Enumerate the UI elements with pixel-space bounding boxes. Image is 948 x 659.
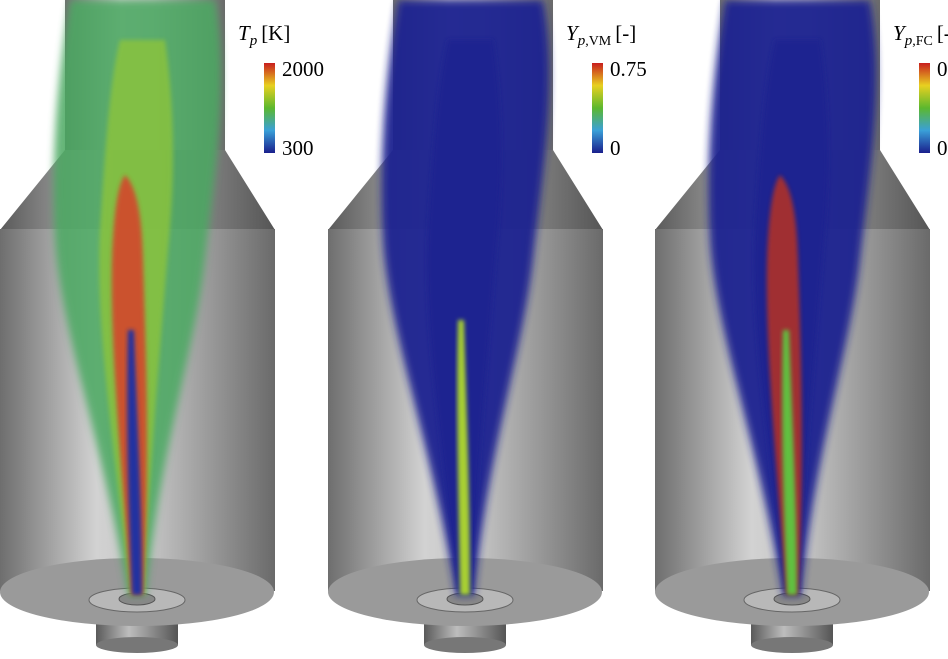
burner-stub-bottom xyxy=(424,637,506,653)
colorbar-min: 0 xyxy=(937,136,948,160)
colorbar xyxy=(919,63,930,153)
subscript-suffix: ,VM xyxy=(585,34,612,49)
burner-stub-bottom xyxy=(751,637,833,653)
plume-centerline xyxy=(782,330,797,595)
colorbar-title: Tp [K] xyxy=(238,21,290,49)
unit: [-] xyxy=(615,21,636,45)
subscript: p xyxy=(249,33,258,49)
colorbar xyxy=(592,63,603,153)
colorbar-title: Yp,FC [-] xyxy=(893,21,948,49)
panel: Yp,FC [-] 0.77 0 xyxy=(655,0,948,653)
colorbar-title: Yp,VM [-] xyxy=(566,21,636,49)
plume-centerline xyxy=(127,330,142,595)
plume-centerline xyxy=(457,320,470,595)
unit: [-] xyxy=(937,21,948,45)
plume-mid xyxy=(427,40,501,595)
subscript: p xyxy=(904,33,913,49)
colorbar-min: 300 xyxy=(282,136,314,160)
subscript-suffix: ,FC xyxy=(912,34,933,49)
unit: [K] xyxy=(261,21,290,45)
symbol: T xyxy=(238,21,251,45)
colorbar-max: 0.77 xyxy=(937,57,948,81)
colorbar xyxy=(264,63,275,153)
colorbar-max: 0.75 xyxy=(610,57,647,81)
symbol: Y xyxy=(566,21,580,45)
colorbar-max: 2000 xyxy=(282,57,324,81)
subscript: p xyxy=(577,33,586,49)
panel: Tp [K] 2000 300 xyxy=(0,0,324,653)
burner-stub-bottom xyxy=(96,637,178,653)
colorbar-min: 0 xyxy=(610,136,621,160)
symbol: Y xyxy=(893,21,907,45)
panel: Yp,VM [-] 0.75 0 xyxy=(328,0,647,653)
